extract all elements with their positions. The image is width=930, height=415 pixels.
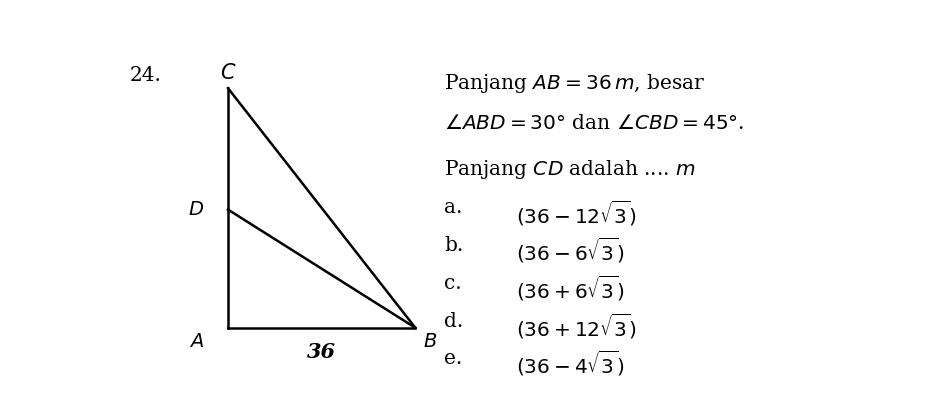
Text: d.: d. bbox=[445, 312, 463, 330]
Text: $A$: $A$ bbox=[189, 333, 205, 352]
Text: c.: c. bbox=[445, 274, 462, 293]
Text: Panjang $CD$ adalah .... $m$: Panjang $CD$ adalah .... $m$ bbox=[445, 159, 696, 181]
Text: $(36 + 12\sqrt{3})$: $(36 + 12\sqrt{3})$ bbox=[516, 312, 637, 341]
Text: b.: b. bbox=[445, 236, 463, 255]
Text: $(36 - 6\sqrt{3})$: $(36 - 6\sqrt{3})$ bbox=[516, 236, 625, 265]
Text: $(36 + 6\sqrt{3})$: $(36 + 6\sqrt{3})$ bbox=[516, 274, 625, 303]
Text: a.: a. bbox=[445, 198, 462, 217]
Text: e.: e. bbox=[445, 349, 462, 368]
Text: $(36 - 12\sqrt{3})$: $(36 - 12\sqrt{3})$ bbox=[516, 198, 637, 227]
Text: $(36 - 4\sqrt{3})$: $(36 - 4\sqrt{3})$ bbox=[516, 349, 625, 378]
Text: 24.: 24. bbox=[129, 66, 161, 85]
Text: 36: 36 bbox=[307, 342, 336, 362]
Text: $D$: $D$ bbox=[188, 200, 205, 219]
Text: $B$: $B$ bbox=[423, 333, 437, 352]
Text: $C$: $C$ bbox=[219, 63, 236, 83]
Text: Panjang $AB = 36\,m$, besar: Panjang $AB = 36\,m$, besar bbox=[445, 72, 706, 95]
Text: $\angle ABD = 30°$ dan $\angle CBD = 45°$.: $\angle ABD = 30°$ dan $\angle CBD = 45°… bbox=[445, 114, 745, 133]
